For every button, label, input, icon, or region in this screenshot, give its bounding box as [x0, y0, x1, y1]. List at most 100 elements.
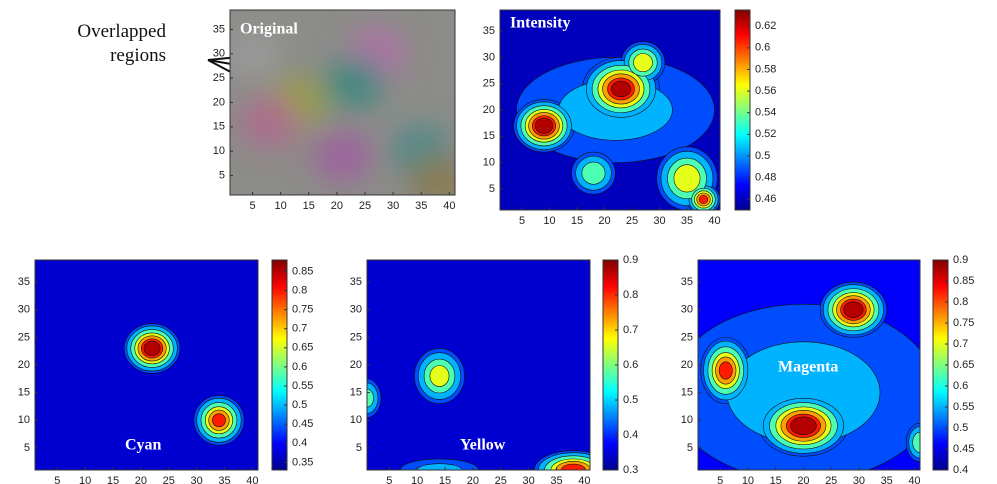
panel-title: Original [240, 21, 298, 38]
colorbar-tick-label: 0.4 [292, 437, 307, 449]
y-tick-label: 5 [489, 183, 495, 195]
colorbar-tick-label: 0.85 [953, 275, 974, 287]
x-tick-label: 10 [742, 475, 754, 484]
x-tick-label: 30 [853, 475, 865, 484]
y-tick-label: 30 [681, 304, 693, 316]
colorbar-tick-label: 0.8 [623, 289, 638, 301]
y-tick-label: 20 [350, 359, 362, 371]
y-tick-label: 30 [18, 304, 30, 316]
x-tick-label: 20 [135, 475, 147, 484]
x-tick-label: 5 [386, 475, 392, 484]
y-tick-label: 15 [213, 121, 225, 133]
colorbar-tick-label: 0.9 [623, 254, 638, 266]
x-tick-label: 40 [908, 475, 920, 484]
x-tick-label: 40 [708, 215, 720, 227]
colorbar-tick-label: 0.85 [292, 265, 313, 277]
x-tick-label: 10 [79, 475, 91, 484]
colorbar-tick-label: 0.45 [292, 418, 313, 430]
y-tick-label: 5 [219, 169, 225, 181]
y-tick-label: 15 [350, 387, 362, 399]
x-tick-label: 25 [359, 200, 371, 212]
colorbar-tick-label: 0.5 [953, 422, 968, 434]
y-tick-label: 5 [687, 442, 693, 454]
y-tick-label: 25 [350, 331, 362, 343]
contour-band [212, 414, 225, 427]
plot-area [500, 10, 720, 215]
x-tick-label: 20 [467, 475, 479, 484]
y-tick-label: 25 [213, 72, 225, 84]
contour-band [791, 417, 817, 435]
y-tick-label: 10 [350, 414, 362, 426]
colorbar-tick-label: 0.62 [755, 20, 776, 32]
colorbar-tick-label: 0.4 [623, 429, 638, 441]
x-tick-label: 15 [770, 475, 782, 484]
colorbar-tick-label: 0.65 [292, 342, 313, 354]
y-tick-label: 10 [213, 145, 225, 157]
x-tick-label: 25 [495, 475, 507, 484]
colorbar-tick-label: 0.35 [292, 456, 313, 468]
y-tick-label: 15 [18, 387, 30, 399]
colorbar-tick-label: 0.3 [623, 464, 638, 476]
colorbar-tick-label: 0.6 [953, 380, 968, 392]
contour-band [582, 162, 605, 184]
contour-band [844, 302, 863, 318]
x-tick-label: 30 [653, 215, 665, 227]
x-tick-label: 20 [331, 200, 343, 212]
contour-band [633, 54, 652, 72]
y-tick-label: 20 [681, 359, 693, 371]
x-tick-label: 15 [303, 200, 315, 212]
colorbar-tick-label: 0.54 [755, 107, 776, 119]
colorbar-tick-label: 0.65 [953, 359, 974, 371]
y-tick-label: 20 [18, 359, 30, 371]
contour-band [719, 362, 732, 379]
color-region [324, 57, 384, 109]
annotation: Overlapped regions [40, 20, 166, 68]
colorbar-tick-label: 0.75 [292, 304, 313, 316]
colorbar-tick-label: 0.52 [755, 128, 776, 140]
x-tick-label: 35 [881, 475, 893, 484]
x-tick-label: 10 [275, 200, 287, 212]
y-tick-label: 35 [213, 23, 225, 35]
color-region [239, 96, 299, 148]
y-tick-label: 10 [483, 157, 495, 169]
colorbar-tick-label: 0.7 [953, 338, 968, 350]
x-tick-label: 35 [681, 215, 693, 227]
contour-band [430, 366, 449, 387]
colorbar-tick-label: 0.5 [623, 394, 638, 406]
x-tick-label: 5 [54, 475, 60, 484]
colorbar-tick-label: 0.9 [953, 254, 968, 266]
y-tick-label: 15 [681, 387, 693, 399]
panel-title: Intensity [510, 15, 570, 32]
contour-band [144, 341, 160, 356]
x-tick-label: 15 [571, 215, 583, 227]
colorbar-tick-label: 0.5 [292, 399, 307, 411]
y-tick-label: 35 [483, 25, 495, 37]
colorbar-tick-label: 0.45 [953, 443, 974, 455]
colorbar-tick-label: 0.55 [953, 401, 974, 413]
colorbar-tick-label: 0.4 [953, 464, 968, 476]
x-tick-label: 25 [825, 475, 837, 484]
x-tick-label: 40 [578, 475, 590, 484]
y-tick-label: 10 [18, 414, 30, 426]
y-tick-label: 25 [18, 331, 30, 343]
x-tick-label: 10 [411, 475, 423, 484]
colorbar-tick-label: 0.58 [755, 63, 776, 75]
x-tick-label: 40 [246, 475, 258, 484]
colorbar-tick-label: 0.46 [755, 193, 776, 205]
x-tick-label: 15 [439, 475, 451, 484]
x-tick-label: 25 [163, 475, 175, 484]
y-tick-label: 35 [18, 276, 30, 288]
x-tick-label: 5 [519, 215, 525, 227]
color-region [408, 154, 468, 206]
colorbar-tick-label: 0.6 [623, 359, 638, 371]
panel-title: Magenta [778, 359, 838, 376]
y-tick-label: 25 [681, 331, 693, 343]
colorbar-tick-label: 0.7 [292, 323, 307, 335]
panel-title: Yellow [460, 437, 506, 454]
colorbar-tick-label: 0.6 [292, 361, 307, 373]
colorbar-tick-label: 0.7 [623, 324, 638, 336]
x-tick-label: 30 [523, 475, 535, 484]
contour-band [611, 81, 630, 97]
y-tick-label: 30 [213, 48, 225, 60]
colorbar-tick-label: 0.6 [755, 42, 770, 54]
